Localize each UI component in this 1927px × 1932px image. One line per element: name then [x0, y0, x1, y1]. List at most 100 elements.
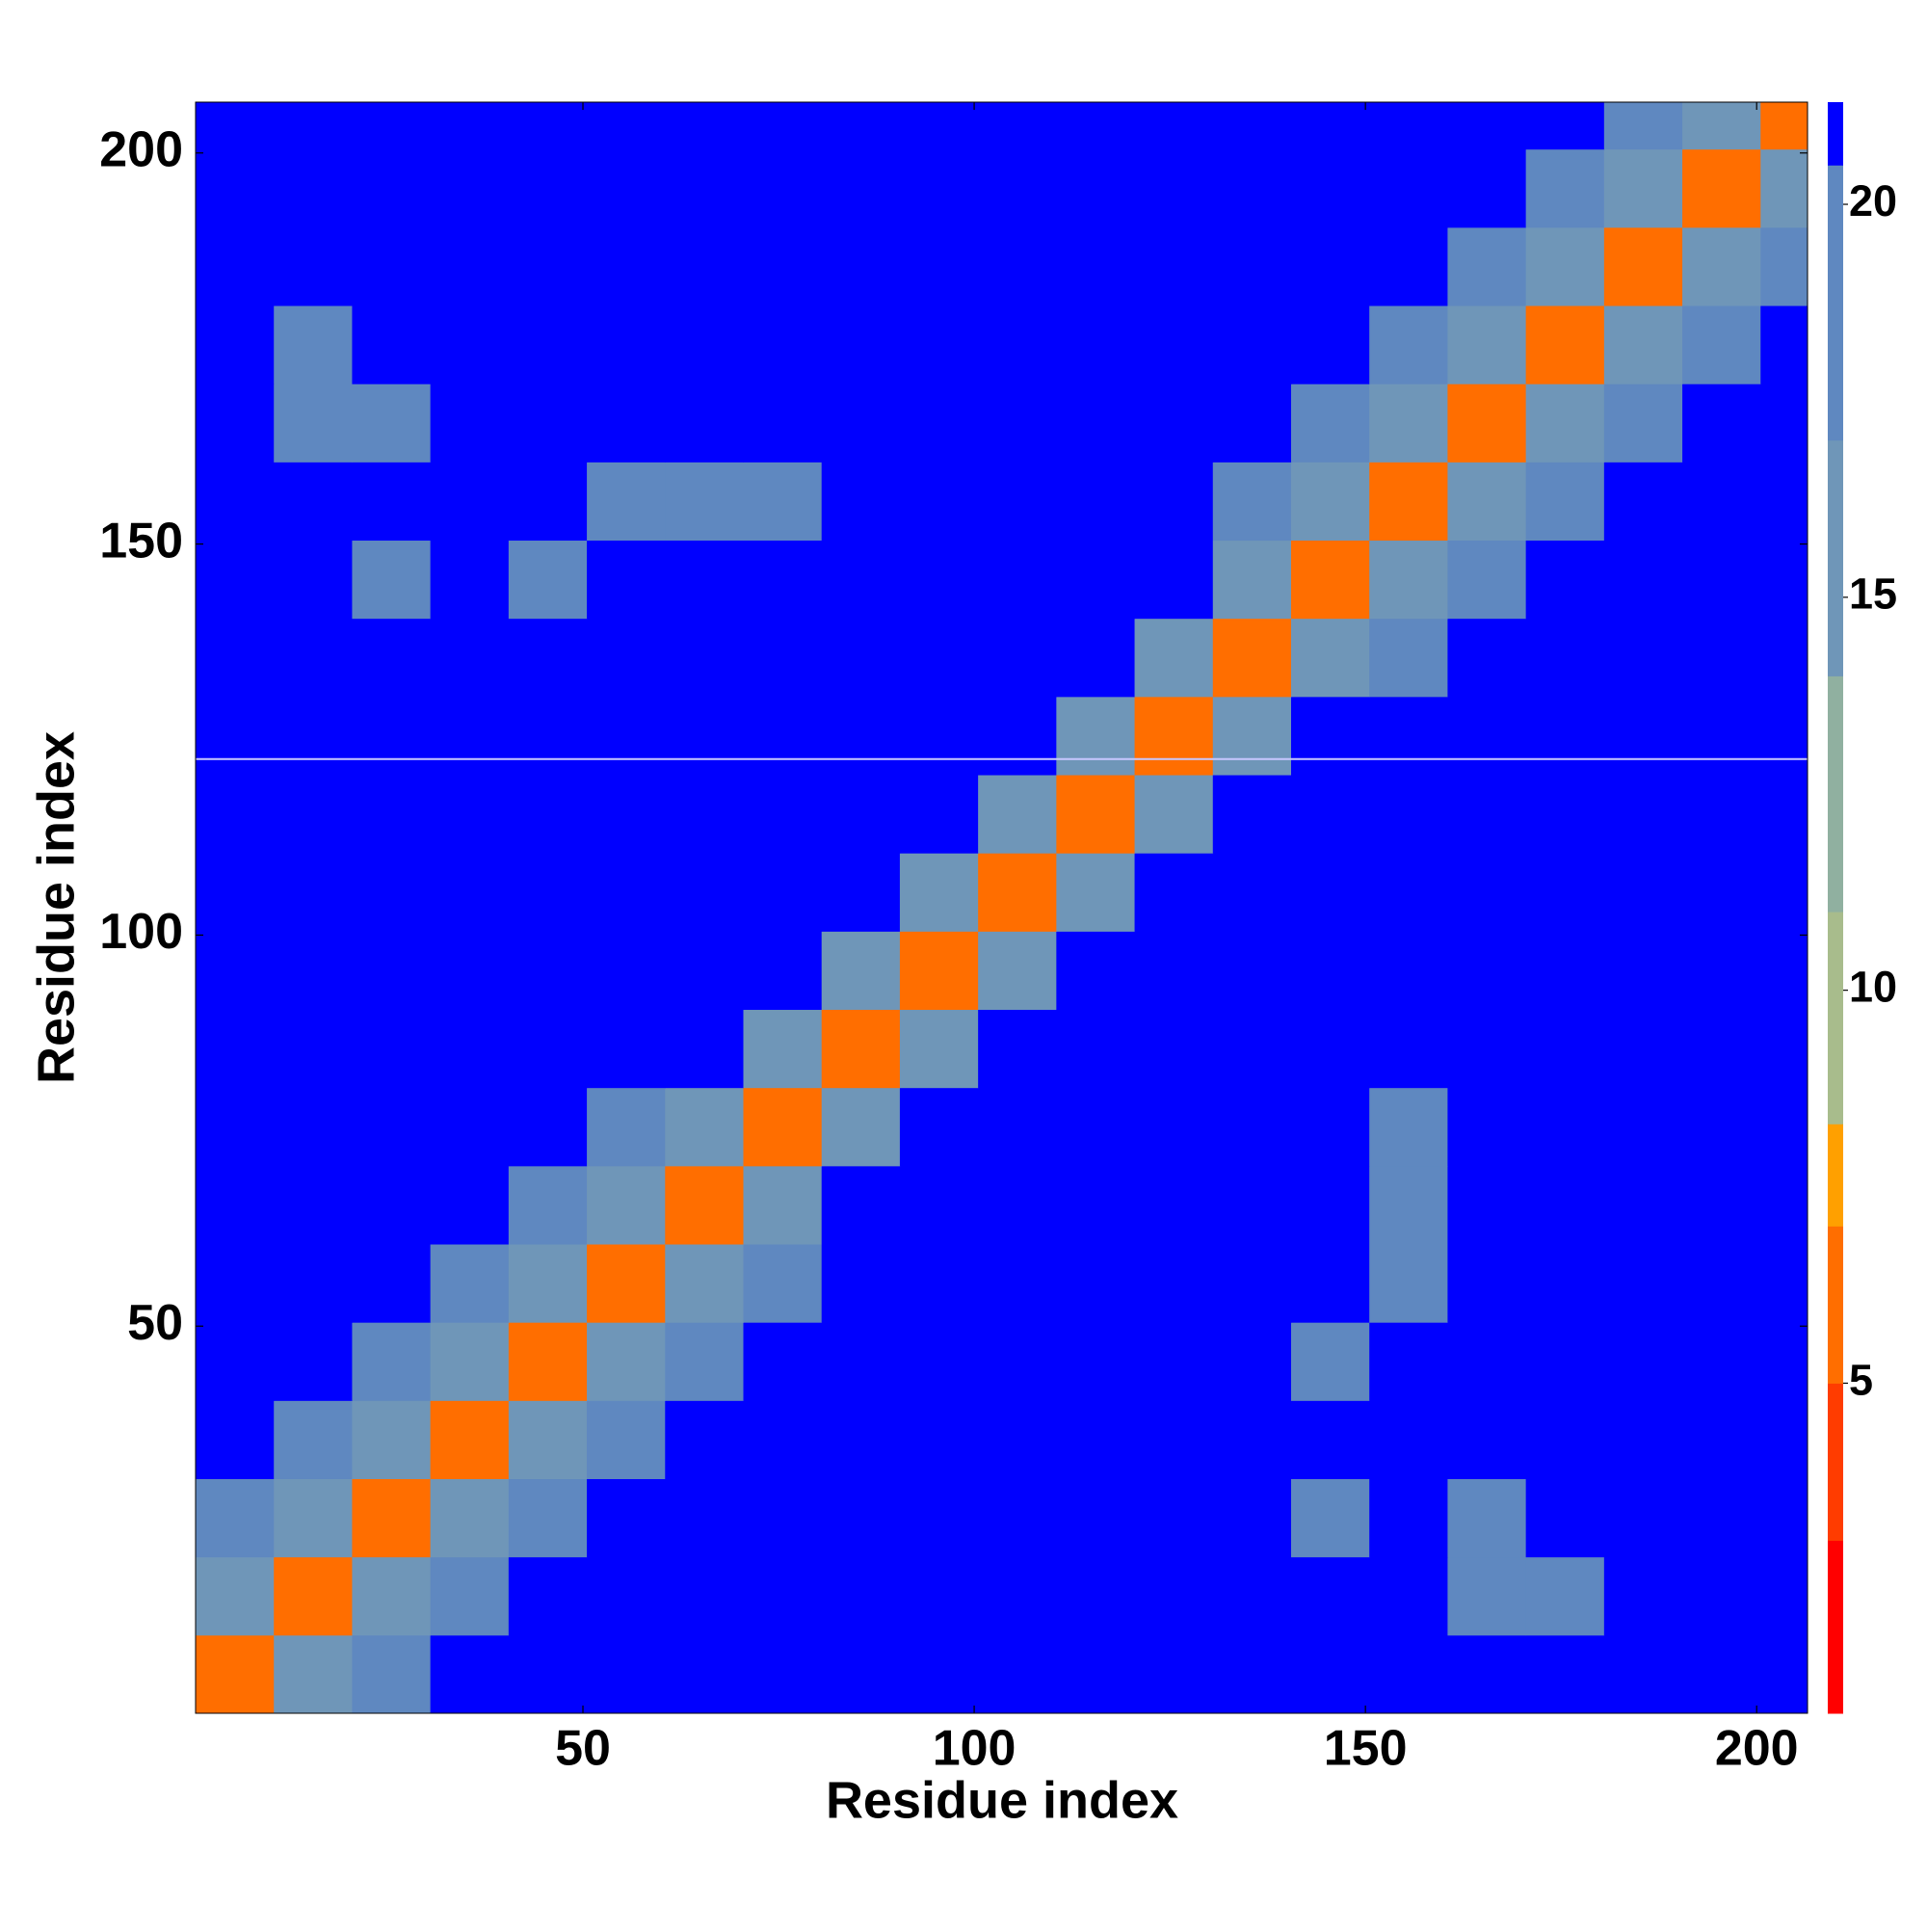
heatmap-cell [1525, 148, 1605, 228]
heatmap-cell [1290, 618, 1370, 698]
heatmap-cell [352, 1244, 432, 1323]
heatmap-cell [587, 1009, 666, 1089]
heatmap-cell [1603, 384, 1683, 463]
heatmap-cell [430, 1087, 510, 1167]
colorbar-segment [1828, 675, 1843, 913]
heatmap-cell [430, 148, 510, 228]
heatmap-cell [196, 1634, 275, 1714]
heatmap-cell [1760, 1400, 1808, 1480]
heatmap-cell [196, 462, 275, 542]
heatmap-cell [1760, 226, 1808, 306]
heatmap-cell [1056, 384, 1136, 463]
heatmap-cell [352, 1009, 432, 1089]
heatmap-cell [430, 1009, 510, 1089]
heatmap-cell [1525, 1556, 1605, 1636]
heatmap-cell [274, 1087, 353, 1167]
heatmap-cell [1212, 1478, 1292, 1558]
heatmap-cell [508, 148, 588, 228]
heatmap-cell [352, 226, 432, 306]
heatmap-cell [1290, 1400, 1370, 1480]
heatmap-cell [1682, 1165, 1761, 1245]
heatmap-cell [821, 1165, 901, 1245]
heatmap-cell [1760, 148, 1808, 228]
heatmap-cell [587, 148, 666, 228]
heatmap-cell [899, 1478, 979, 1558]
heatmap-cell [1212, 775, 1292, 854]
heatmap-cell [1290, 1165, 1370, 1245]
heatmap-cell [1447, 384, 1527, 463]
heatmap-cell [508, 775, 588, 854]
heatmap-cell [978, 102, 1057, 150]
heatmap-cell [1525, 931, 1605, 1011]
heatmap-cell [978, 148, 1057, 228]
heatmap-cell [1212, 1165, 1292, 1245]
heatmap-cell [508, 1478, 588, 1558]
heatmap-cell [899, 696, 979, 776]
colorbar-tick-label: 5 [1849, 1355, 1873, 1404]
heatmap-cell [196, 540, 275, 620]
heatmap-cell [665, 1322, 744, 1401]
heatmap-cell [665, 853, 744, 932]
heatmap-cell [274, 384, 353, 463]
heatmap-cell [899, 540, 979, 620]
heatmap-cell [1369, 1556, 1448, 1636]
heatmap-cell [978, 1400, 1057, 1480]
heatmap-cell [821, 1634, 901, 1714]
heatmap-cell [1369, 1244, 1448, 1323]
heatmap-cell [1603, 1556, 1683, 1636]
heatmap-cell [1447, 305, 1527, 384]
heatmap-cell [352, 384, 432, 463]
heatmap-cell [1134, 1634, 1214, 1714]
heatmap-cell [1447, 1009, 1527, 1089]
colorbar-segment [1828, 1226, 1843, 1384]
heatmap-cell [1369, 618, 1448, 698]
heatmap-cell [508, 853, 588, 932]
heatmap-cell [1760, 1009, 1808, 1089]
heatmap-cell [743, 226, 823, 306]
heatmap-cell [1682, 618, 1761, 698]
heatmap-cell [1212, 148, 1292, 228]
heatmap-cell [899, 102, 979, 150]
heatmap-cell [430, 102, 510, 150]
heatmap-cell [274, 305, 353, 384]
heatmap-cell [1682, 148, 1761, 228]
heatmap-cell [352, 1322, 432, 1401]
heatmap-cell [1290, 384, 1370, 463]
heatmap-cell [587, 384, 666, 463]
heatmap-cell [274, 1634, 353, 1714]
heatmap-cell [1682, 1244, 1761, 1323]
heatmap-cell [1134, 384, 1214, 463]
heatmap-cell [1682, 462, 1761, 542]
heatmap-cell [196, 618, 275, 698]
heatmap-cell [196, 931, 275, 1011]
heatmap-cell [978, 696, 1057, 776]
heatmap-cell [196, 305, 275, 384]
heatmap-cell [1603, 1009, 1683, 1089]
heatmap-cell [352, 1478, 432, 1558]
heatmap-cell [430, 775, 510, 854]
heatmap-cell [1603, 540, 1683, 620]
heatmap-cell [1682, 102, 1761, 150]
heatmap-cell [352, 305, 432, 384]
heatmap-cell [743, 1244, 823, 1323]
heatmap-cell [352, 462, 432, 542]
heatmap-cell [1212, 618, 1292, 698]
heatmap-cell [1760, 1634, 1808, 1714]
heatmap-cell [821, 226, 901, 306]
heatmap-cell [665, 148, 744, 228]
heatmap-cell [1134, 1165, 1214, 1245]
heatmap-cell [508, 1322, 588, 1401]
heatmap-cell [665, 305, 744, 384]
heatmap-cell [196, 148, 275, 228]
heatmap-cell [1760, 618, 1808, 698]
heatmap-cell [1290, 1244, 1370, 1323]
colorbar-tick-label: 15 [1849, 569, 1897, 619]
heatmap-cell [1447, 1634, 1527, 1714]
heatmap-cell [1369, 1009, 1448, 1089]
heatmap-cell [1760, 775, 1808, 854]
heatmap-cell [978, 305, 1057, 384]
heatmap-cell [1134, 931, 1214, 1011]
heatmap-cell [1525, 1244, 1605, 1323]
heatmap-cell [1682, 931, 1761, 1011]
heatmap-cell [821, 540, 901, 620]
